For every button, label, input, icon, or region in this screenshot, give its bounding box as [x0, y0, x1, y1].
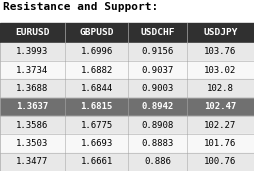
- Text: 0.9037: 0.9037: [141, 66, 173, 75]
- Text: 1.3503: 1.3503: [16, 139, 49, 148]
- Text: GBPUSD: GBPUSD: [79, 28, 114, 37]
- Bar: [0, 134, 254, 153]
- Text: 1.3586: 1.3586: [16, 121, 49, 130]
- Text: 102.47: 102.47: [204, 102, 236, 111]
- Text: 0.8883: 0.8883: [141, 139, 173, 148]
- Text: 103.02: 103.02: [204, 66, 236, 75]
- Bar: [0, 79, 254, 98]
- Text: 1.6882: 1.6882: [81, 66, 113, 75]
- Text: 1.6775: 1.6775: [81, 121, 113, 130]
- Text: 103.76: 103.76: [204, 47, 236, 56]
- Text: 0.8942: 0.8942: [141, 102, 173, 111]
- Bar: [0, 43, 254, 61]
- Bar: [0, 23, 254, 43]
- Text: 1.3734: 1.3734: [16, 66, 49, 75]
- Text: USDJPY: USDJPY: [203, 28, 237, 37]
- Text: 100.76: 100.76: [204, 157, 236, 166]
- Text: 1.6693: 1.6693: [81, 139, 113, 148]
- Text: 1.6844: 1.6844: [81, 84, 113, 93]
- Text: 102.27: 102.27: [204, 121, 236, 130]
- Text: 1.6996: 1.6996: [81, 47, 113, 56]
- Text: 101.76: 101.76: [204, 139, 236, 148]
- Text: 0.9003: 0.9003: [141, 84, 173, 93]
- Text: EURUSD: EURUSD: [15, 28, 50, 37]
- Text: USDCHF: USDCHF: [140, 28, 175, 37]
- Text: 0.8908: 0.8908: [141, 121, 173, 130]
- Text: 1.6815: 1.6815: [81, 102, 113, 111]
- Text: 102.8: 102.8: [207, 84, 234, 93]
- Text: 1.3637: 1.3637: [16, 102, 49, 111]
- Text: 0.886: 0.886: [144, 157, 171, 166]
- Text: 1.3477: 1.3477: [16, 157, 49, 166]
- Text: Resistance and Support:: Resistance and Support:: [3, 2, 158, 12]
- Bar: [0, 98, 254, 116]
- Text: 1.3688: 1.3688: [16, 84, 49, 93]
- Text: 1.6661: 1.6661: [81, 157, 113, 166]
- Bar: [0, 116, 254, 134]
- Text: 1.3993: 1.3993: [16, 47, 49, 56]
- Text: 0.9156: 0.9156: [141, 47, 173, 56]
- Bar: [0, 61, 254, 79]
- Bar: [0, 153, 254, 171]
